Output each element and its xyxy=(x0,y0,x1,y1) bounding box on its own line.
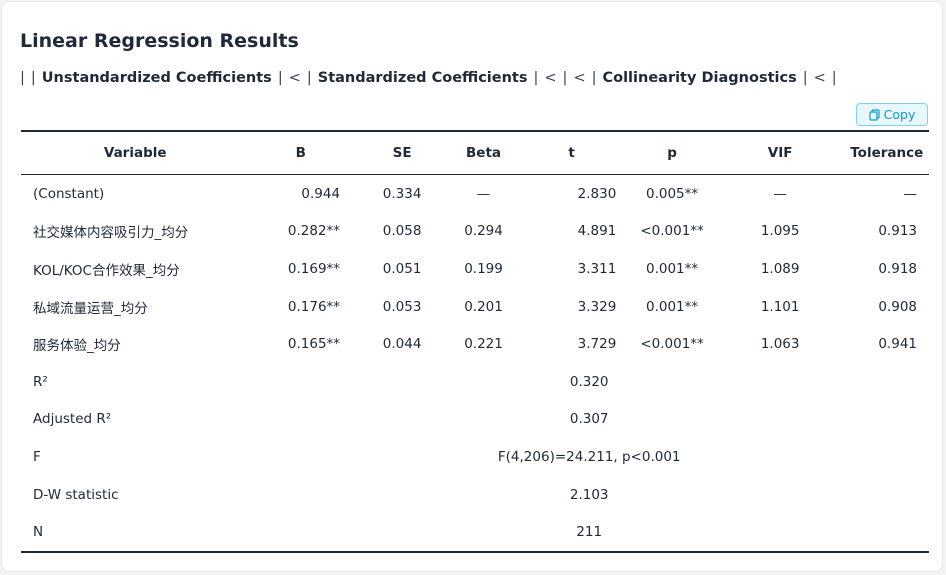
data-row: 私域流量运营_均分 0.176** 0.053 0.201 3.329 0.001** 1.… xyxy=(21,288,929,326)
cell-value: 0.001** xyxy=(645,260,699,277)
column-header: Beta xyxy=(452,131,515,175)
cell-value: 0.918 xyxy=(878,260,917,277)
separator: < xyxy=(288,70,301,86)
separator: | xyxy=(20,70,25,86)
cell-value: 0.005** xyxy=(645,185,699,202)
cell-value: 1.063 xyxy=(760,336,800,353)
cell-value: 0.221 xyxy=(464,336,503,353)
group-label: Unstandardized Coefficients xyxy=(41,70,272,86)
variable-name: (Constant) xyxy=(33,185,105,202)
data-row: KOL/KOC合作效果_均分 0.169** 0.051 0.199 3.311 0.00… xyxy=(21,250,929,288)
cell-value: 2.830 xyxy=(577,185,617,202)
separator: | xyxy=(30,70,36,86)
cell-value: 0.941 xyxy=(878,336,917,353)
cell-value: 1.095 xyxy=(760,223,800,240)
table-body: (Constant) 0.944 0.334 — 2.830 0.005** — — 社交媒体内… xyxy=(21,175,929,552)
column-header: VIF xyxy=(715,131,845,175)
column-header: p xyxy=(628,131,716,175)
cell-value: <0.001** xyxy=(640,223,704,240)
cell-value: — xyxy=(476,185,491,202)
stat-row: D-W statistic 2.103 xyxy=(21,476,929,514)
group-label: Standardized Coefficients xyxy=(317,70,528,86)
cell-value: <0.001** xyxy=(640,336,704,353)
separator: < xyxy=(813,70,826,86)
separator: < xyxy=(573,70,586,86)
cell-value: 0.294 xyxy=(464,223,503,240)
cell-value: 3.311 xyxy=(577,260,617,277)
stat-row: N 211 xyxy=(21,513,929,552)
stat-row: R² 0.320 xyxy=(21,363,929,401)
cell-value: 0.908 xyxy=(878,298,917,315)
card-title: Linear Regression Results xyxy=(20,30,299,52)
column-header: B xyxy=(249,131,353,175)
separator: < xyxy=(544,70,557,86)
cell-value: 1.101 xyxy=(760,298,800,315)
variable-name: 服务体验_均分 xyxy=(33,338,121,355)
data-row: 社交媒体内容吸引力_均分 0.282** 0.058 0.294 4.891 <0.001… xyxy=(21,213,929,251)
data-row: (Constant) 0.944 0.334 — 2.830 0.005** — — xyxy=(21,175,929,213)
cell-value: 0.199 xyxy=(464,260,503,277)
stat-name: D-W statistic xyxy=(33,486,119,503)
column-header: Tolerance xyxy=(844,131,929,175)
copy-button[interactable]: Copy xyxy=(856,103,928,126)
cell-value: 0.165** xyxy=(287,336,341,353)
separator: | xyxy=(306,70,312,86)
cell-value: — xyxy=(773,185,787,202)
separator: | xyxy=(802,70,808,86)
separator: | xyxy=(562,70,568,86)
variable-name: KOL/KOC合作效果_均分 xyxy=(33,262,180,279)
stat-row: Adjusted R² 0.307 xyxy=(21,401,929,439)
separator: | xyxy=(533,70,539,86)
cell-value: 0.051 xyxy=(382,260,422,277)
column-header: Variable xyxy=(21,131,250,175)
stat-name: R² xyxy=(33,373,48,390)
cell-value: 0.913 xyxy=(878,223,917,240)
cell-value: 0.176** xyxy=(287,298,341,315)
cell-value: 0.334 xyxy=(382,185,422,202)
copy-icon xyxy=(869,108,880,121)
stat-name: Adjusted R² xyxy=(33,411,112,428)
separator: | xyxy=(591,70,597,86)
stat-value: 2.103 xyxy=(569,486,609,503)
cell-value: 3.329 xyxy=(577,298,617,315)
separator: | xyxy=(277,70,283,86)
stat-value: 0.307 xyxy=(569,411,609,428)
data-row: 服务体验_均分 0.165** 0.044 0.221 3.729 <0.001** 1.0… xyxy=(21,325,929,363)
stat-name: N xyxy=(33,524,44,541)
variable-name: 社交媒体内容吸引力_均分 xyxy=(33,225,189,242)
cell-value: 3.729 xyxy=(577,336,617,353)
copy-label: Copy xyxy=(883,107,916,122)
stat-value: F(4,206)=24.211, p<0.001 xyxy=(497,448,681,465)
separator: | xyxy=(831,70,837,86)
cell-value: 0.001** xyxy=(645,298,699,315)
column-header: t xyxy=(514,131,629,175)
column-header: SE xyxy=(352,131,453,175)
header-row: Variable B SE Beta t p VIF Tolerance xyxy=(21,131,929,175)
column-group-header: | | Unstandardized Coefficients | < | Standard… xyxy=(20,70,837,86)
cell-value: — xyxy=(903,185,918,202)
cell-value: 0.044 xyxy=(382,336,422,353)
cell-value: 0.053 xyxy=(382,298,422,315)
stat-value: 211 xyxy=(576,524,603,541)
cell-value: 0.282** xyxy=(287,223,341,240)
stat-value: 0.320 xyxy=(569,373,609,390)
cell-value: 0.944 xyxy=(301,185,341,202)
cell-value: 0.201 xyxy=(464,298,503,315)
stat-row: F F(4,206)=24.211, p<0.001 xyxy=(21,438,929,476)
results-table: Variable B SE Beta t p VIF Tolerance (Constant)… xyxy=(21,130,929,553)
cell-value: 0.169** xyxy=(287,260,341,277)
cell-value: 0.058 xyxy=(382,223,422,240)
cell-value: 4.891 xyxy=(577,223,617,240)
stat-name: F xyxy=(33,448,41,465)
group-label: Collinearity Diagnostics xyxy=(602,70,797,86)
cell-value: 1.089 xyxy=(760,260,800,277)
variable-name: 私域流量运营_均分 xyxy=(33,300,148,317)
